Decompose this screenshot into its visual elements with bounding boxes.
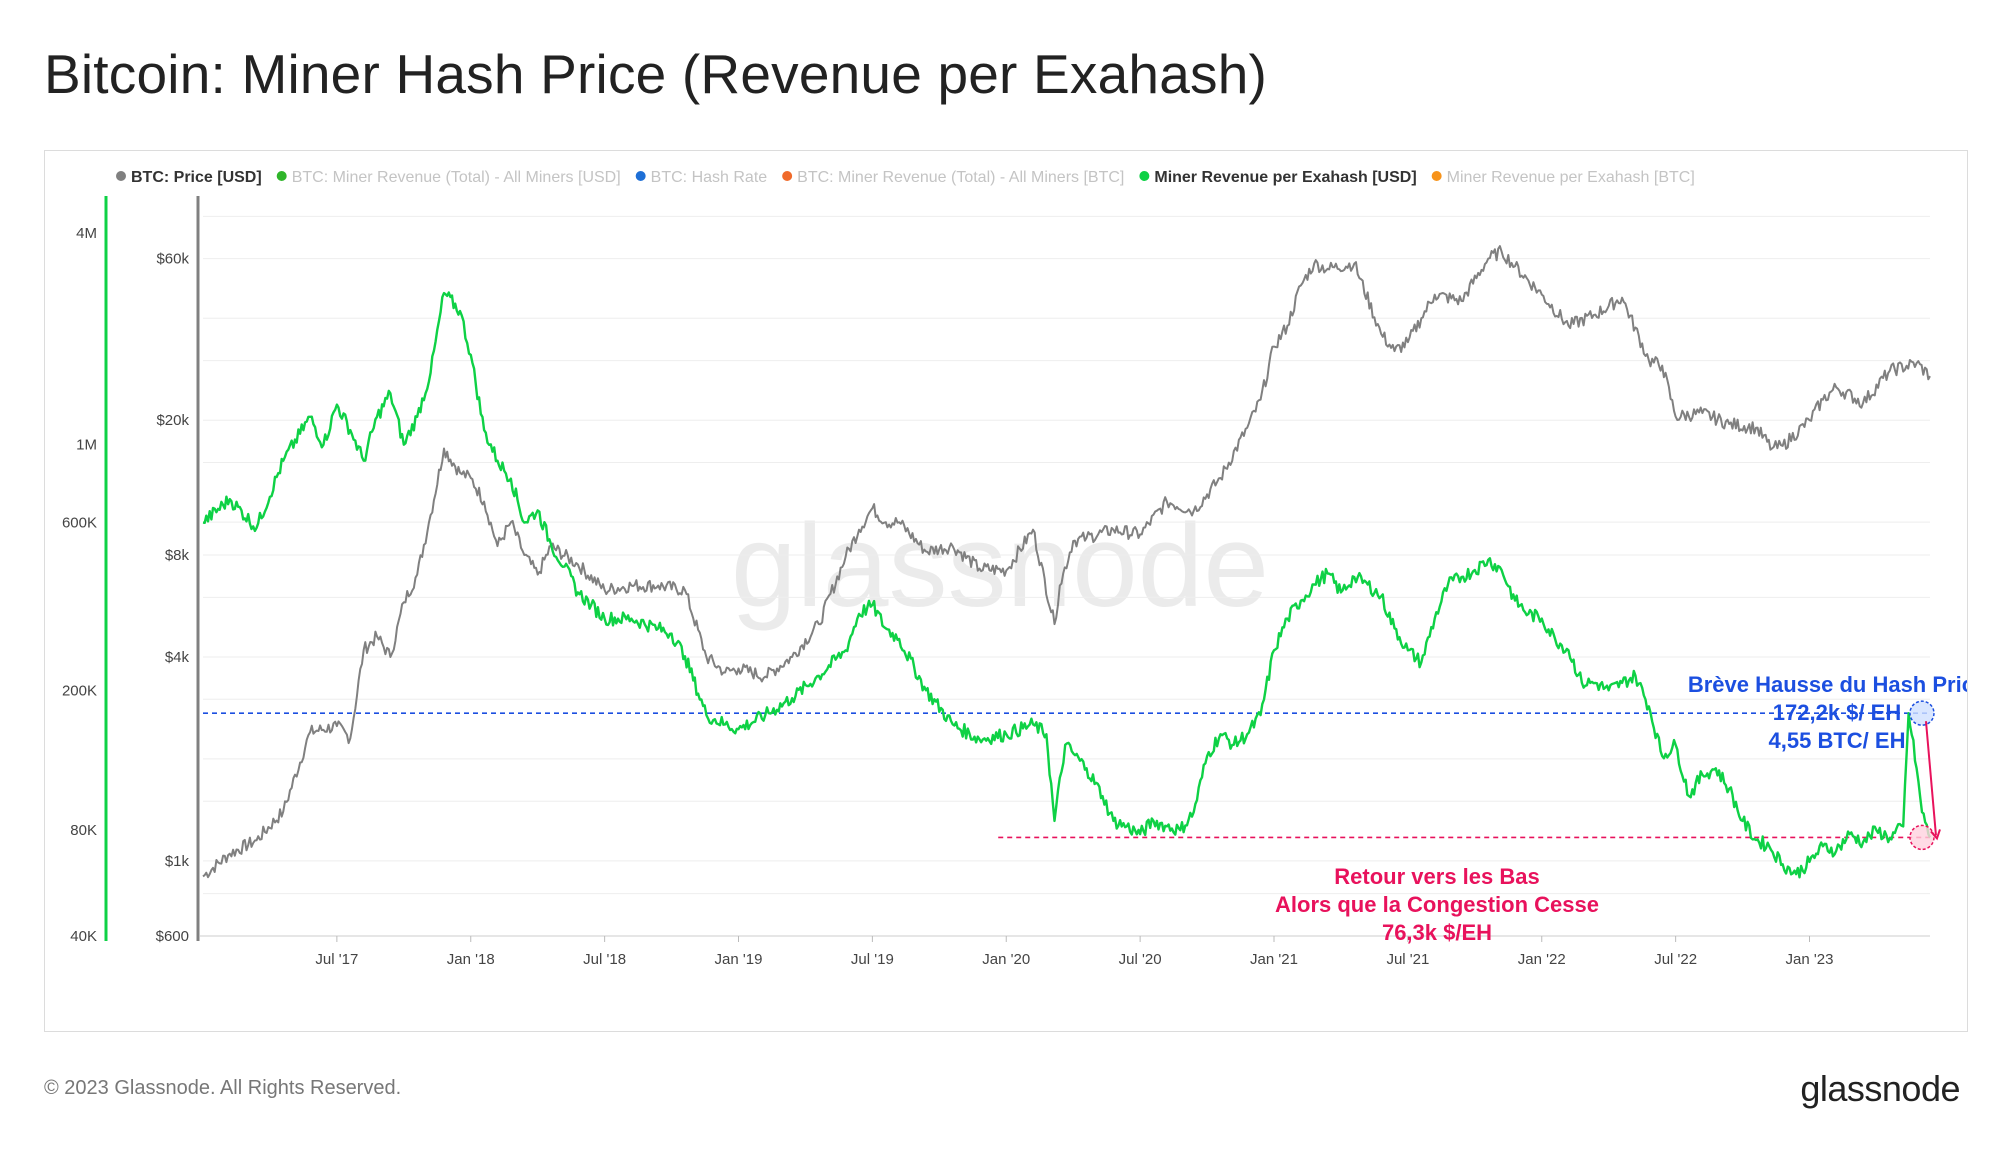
legend: BTC: Price [USD] BTC: Miner Revenue (Tota… <box>116 169 1695 186</box>
legend-label: BTC: Price [USD] <box>131 169 262 186</box>
legend-item[interactable]: BTC: Hash Rate <box>635 169 768 186</box>
x-tick-label: Jul '21 <box>1386 951 1429 968</box>
revenue-per-exahash-line <box>202 291 1932 879</box>
revenue-tick-label: 200K <box>62 682 97 699</box>
x-tick-label: Jan '19 <box>715 951 763 968</box>
x-tick-label: Jul '18 <box>583 951 626 968</box>
x-tick-label: Jul '17 <box>315 951 358 968</box>
series-layer <box>202 245 1932 879</box>
legend-dot <box>276 171 287 181</box>
return-annotation-line-2: Alors que la Congestion Cesse <box>1275 892 1599 917</box>
legend-label: BTC: Hash Rate <box>651 169 768 186</box>
price-tick-label: $600 <box>156 928 189 945</box>
copyright-text: © 2023 Glassnode. All Rights Reserved. <box>44 1077 402 1099</box>
legend-label: Miner Revenue per Exahash [BTC] <box>1447 169 1695 186</box>
return-annotation-line-3: 76,3k $/EH <box>1382 920 1492 945</box>
reference-lines <box>203 712 1930 839</box>
legend-label: BTC: Miner Revenue (Total) - All Miners … <box>292 169 621 186</box>
x-tick-label: Jan '23 <box>1786 951 1834 968</box>
x-tick-label: Jul '20 <box>1119 951 1162 968</box>
watermark: glassnode <box>731 500 1269 632</box>
page-title: Bitcoin: Miner Hash Price (Revenue per E… <box>44 43 1267 105</box>
price-tick-label: $60k <box>156 251 189 268</box>
x-tick-label: Jan '21 <box>1250 951 1298 968</box>
legend-label: BTC: Miner Revenue (Total) - All Miners … <box>797 169 1124 186</box>
spike-annotation-line-3: 4,55 BTC/ EH <box>1769 728 1906 753</box>
gridlines <box>203 215 1930 895</box>
spike-annotation-line-1: Brève Hausse du Hash Price <box>1688 672 1967 697</box>
legend-dot <box>1431 171 1442 181</box>
x-tick-label: Jul '22 <box>1654 951 1697 968</box>
price-tick-label: $4k <box>165 649 190 666</box>
legend-label: Miner Revenue per Exahash [USD] <box>1154 169 1416 186</box>
legend-dot <box>782 171 793 181</box>
x-tick-label: Jan '20 <box>982 951 1030 968</box>
price-tick-label: $20k <box>156 412 189 429</box>
btc-price-line <box>202 245 1931 879</box>
revenue-tick-label: 80K <box>70 822 97 839</box>
low-marker <box>1909 824 1935 851</box>
spike-annotation: Brève Hausse du Hash Price 172,2k $/ EH … <box>1688 672 1967 753</box>
return-annotation: Retour vers les Bas Alors que la Congest… <box>1275 864 1599 945</box>
legend-item[interactable]: BTC: Miner Revenue (Total) - All Miners … <box>276 169 621 186</box>
legend-item[interactable]: Miner Revenue per Exahash [BTC] <box>1431 169 1695 186</box>
x-axis-ticks: Jul '17 Jan '18 Jul '18 Jan '19 Jul '19 Jan '… <box>315 936 1833 968</box>
spike-marker <box>1909 700 1935 726</box>
revenue-tick-label: 40K <box>70 928 97 945</box>
revenue-tick-label: 1M <box>76 437 97 454</box>
revenue-tick-label: 4M <box>76 225 97 242</box>
price-axis-ticks: $600 $1k $4k $8k $20k $60k <box>156 251 190 945</box>
revenue-tick-label: 600K <box>62 515 97 532</box>
x-tick-label: Jan '18 <box>447 951 495 968</box>
glassnode-logo[interactable]: glassnode <box>1800 1068 1960 1109</box>
markers <box>1909 700 1941 851</box>
legend-item[interactable]: Miner Revenue per Exahash [USD] <box>1139 169 1417 186</box>
legend-dot <box>116 171 126 181</box>
chart-svg[interactable]: glassnode BTC: Price [USD] BTC: Miner Rev… <box>45 151 1967 1031</box>
drop-arrow-head <box>1930 829 1941 841</box>
return-annotation-line-1: Retour vers les Bas <box>1334 864 1539 889</box>
x-tick-label: Jul '19 <box>851 951 894 968</box>
price-tick-label: $8k <box>165 547 190 564</box>
x-tick-label: Jan '22 <box>1518 951 1566 968</box>
revenue-axis-ticks: 40K 80K 200K 600K 1M 4M <box>62 225 97 945</box>
chart-container[interactable]: glassnode BTC: Price [USD] BTC: Miner Rev… <box>44 150 1968 1032</box>
legend-item[interactable]: BTC: Price [USD] <box>116 169 262 186</box>
drop-arrow <box>1924 721 1937 836</box>
legend-item[interactable]: BTC: Miner Revenue (Total) - All Miners … <box>782 169 1124 186</box>
legend-dot <box>635 171 646 181</box>
spike-annotation-line-2: 172,2k $/ EH <box>1773 700 1901 725</box>
price-tick-label: $1k <box>165 853 190 870</box>
legend-dot <box>1139 171 1150 181</box>
